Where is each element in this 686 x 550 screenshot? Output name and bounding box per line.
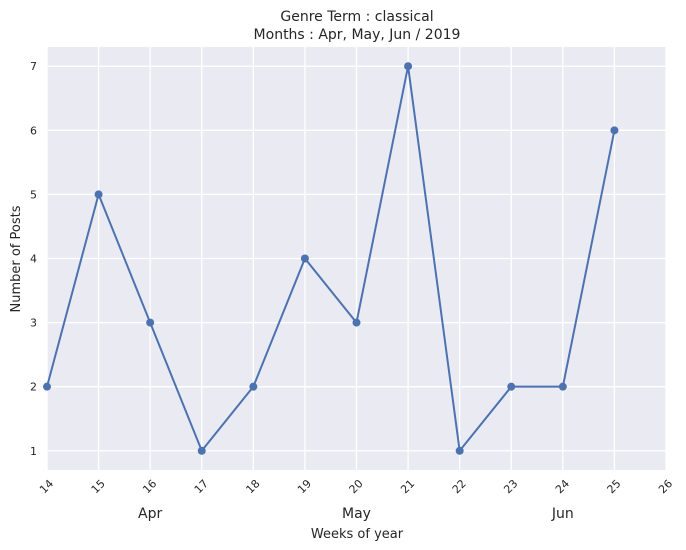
data-point-3 (197, 446, 206, 455)
x-tick-label-0: 14 (37, 477, 56, 496)
x-tick-label-6: 20 (347, 477, 366, 496)
data-point-11 (610, 126, 619, 135)
data-point-2 (146, 318, 155, 327)
chart-title-line-1: Genre Term : classical (280, 9, 433, 25)
month-label-0: Apr (138, 506, 162, 522)
x-axis-ticks: 14 15 16 17 18 19 20 21 22 23 24 25 26 (37, 477, 675, 496)
x-tick-label-12: 26 (656, 477, 675, 496)
data-point-10 (558, 382, 567, 391)
chart-title-line-2: Months : Apr, May, Jun / 2019 (254, 27, 461, 43)
x-tick-label-8: 22 (450, 477, 469, 496)
y-tick-label-5: 6 (30, 124, 37, 137)
data-point-0 (43, 382, 51, 391)
y-tick-label-3: 4 (30, 253, 37, 266)
x-tick-label-11: 25 (605, 477, 624, 496)
y-tick-label-4: 5 (30, 188, 37, 201)
month-label-1: May (342, 506, 371, 522)
x-tick-label-1: 15 (89, 477, 108, 496)
y-axis-ticks: 1 2 3 4 5 6 7 (30, 60, 37, 458)
x-axis-label: Weeks of year (311, 527, 404, 542)
month-label-2: Jun (551, 506, 574, 522)
x-tick-label-4: 18 (243, 477, 262, 496)
y-axis-label: Number of Posts (9, 205, 24, 312)
data-point-7 (404, 62, 413, 71)
grid-lines (46, 47, 667, 470)
x-tick-label-9: 23 (501, 477, 520, 496)
data-point-5 (300, 254, 309, 263)
data-point-6 (352, 318, 361, 327)
y-tick-label-0: 1 (30, 445, 37, 458)
y-tick-label-2: 3 (30, 317, 37, 330)
y-tick-label-6: 7 (30, 60, 37, 73)
series-posts (43, 62, 619, 455)
data-point-9 (507, 382, 516, 391)
x-tick-label-7: 21 (398, 477, 417, 496)
data-point-4 (249, 382, 258, 391)
x-tick-label-2: 16 (140, 477, 159, 496)
x-tick-label-10: 24 (553, 477, 572, 496)
month-labels: Apr May Jun (138, 506, 574, 522)
x-tick-label-5: 19 (295, 477, 314, 496)
y-tick-label-1: 2 (30, 381, 37, 394)
x-tick-label-3: 17 (192, 477, 211, 496)
series-line (46, 65, 616, 452)
data-point-8 (455, 446, 464, 455)
data-point-1 (94, 190, 103, 199)
